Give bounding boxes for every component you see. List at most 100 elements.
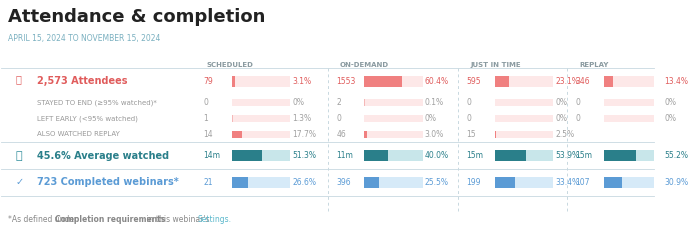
Bar xyxy=(364,115,423,122)
Bar xyxy=(364,131,367,138)
Bar xyxy=(232,177,290,188)
Text: 25.5%: 25.5% xyxy=(425,178,449,187)
Text: 0: 0 xyxy=(466,98,471,107)
Bar xyxy=(232,76,290,87)
Text: Completion requirements: Completion requirements xyxy=(55,215,165,224)
Bar xyxy=(603,76,663,87)
Text: STAYED TO END (≥95% watched)*: STAYED TO END (≥95% watched)* xyxy=(37,99,157,106)
Bar xyxy=(603,177,622,188)
Text: 0%: 0% xyxy=(665,98,676,107)
Text: 346: 346 xyxy=(576,77,590,86)
Bar xyxy=(364,99,365,106)
Text: 51.3%: 51.3% xyxy=(292,151,316,160)
Text: 2.5%: 2.5% xyxy=(555,130,574,139)
Text: 40.0%: 40.0% xyxy=(425,151,449,160)
Bar xyxy=(232,99,290,106)
Text: ⏱: ⏱ xyxy=(16,151,23,161)
Text: 46: 46 xyxy=(336,130,346,139)
Text: JUST IN TIME: JUST IN TIME xyxy=(470,62,521,68)
Text: 107: 107 xyxy=(576,178,590,187)
Bar xyxy=(364,177,423,188)
Bar xyxy=(495,131,553,138)
Bar xyxy=(232,115,233,122)
Bar xyxy=(603,76,612,87)
Text: 26.6%: 26.6% xyxy=(292,178,316,187)
Text: 0%: 0% xyxy=(555,98,568,107)
Bar xyxy=(364,99,423,106)
Bar xyxy=(495,131,497,138)
Bar xyxy=(232,150,262,161)
Bar xyxy=(495,99,553,106)
Bar xyxy=(603,150,663,161)
Text: 15m: 15m xyxy=(576,151,592,160)
Text: 595: 595 xyxy=(466,77,482,86)
Bar xyxy=(364,150,388,161)
Text: 15: 15 xyxy=(466,130,476,139)
Bar xyxy=(495,177,515,188)
Text: REPLAY: REPLAY xyxy=(579,62,608,68)
Text: 1553: 1553 xyxy=(336,77,356,86)
Text: 396: 396 xyxy=(336,178,351,187)
Text: 79: 79 xyxy=(204,77,213,86)
Text: 0%: 0% xyxy=(292,98,304,107)
Text: 1: 1 xyxy=(204,114,208,123)
Bar xyxy=(232,150,290,161)
Text: 13.4%: 13.4% xyxy=(665,77,688,86)
Text: 21: 21 xyxy=(204,178,213,187)
Text: 199: 199 xyxy=(466,178,481,187)
Bar xyxy=(364,150,423,161)
Text: 23.1%: 23.1% xyxy=(555,77,579,86)
Text: ON-DEMAND: ON-DEMAND xyxy=(339,62,389,68)
Text: 3.1%: 3.1% xyxy=(292,77,312,86)
Bar xyxy=(495,76,553,87)
Bar xyxy=(232,131,290,138)
Text: 14m: 14m xyxy=(204,151,221,160)
Bar xyxy=(495,76,509,87)
Bar xyxy=(603,150,636,161)
Text: 2,573 Attendees: 2,573 Attendees xyxy=(37,76,128,86)
Bar xyxy=(232,131,242,138)
Text: 17.7%: 17.7% xyxy=(292,130,316,139)
Bar xyxy=(603,115,663,122)
Text: Attendance & completion: Attendance & completion xyxy=(8,8,266,26)
Bar xyxy=(364,131,423,138)
Bar xyxy=(495,115,553,122)
Bar xyxy=(232,76,235,87)
Text: 0: 0 xyxy=(336,114,341,123)
Text: 60.4%: 60.4% xyxy=(425,77,449,86)
Text: 723 Completed webinars*: 723 Completed webinars* xyxy=(37,177,179,187)
Text: 14: 14 xyxy=(204,130,213,139)
Text: 30.9%: 30.9% xyxy=(665,178,688,187)
Text: 55.2%: 55.2% xyxy=(665,151,688,160)
Text: 1.3%: 1.3% xyxy=(292,114,312,123)
Text: LEFT EARLY (<95% watched): LEFT EARLY (<95% watched) xyxy=(37,115,138,122)
Text: 0: 0 xyxy=(576,98,581,107)
Text: 2: 2 xyxy=(336,98,341,107)
Bar xyxy=(364,177,380,188)
Text: 53.9%: 53.9% xyxy=(555,151,579,160)
Text: ✓: ✓ xyxy=(16,177,24,187)
Text: 0: 0 xyxy=(576,114,581,123)
Text: 11m: 11m xyxy=(336,151,353,160)
Text: 0%: 0% xyxy=(665,114,676,123)
Bar xyxy=(603,177,663,188)
Text: in this webinar's: in this webinar's xyxy=(144,215,211,224)
Text: 0%: 0% xyxy=(425,114,437,123)
Text: 45.6% Average watched: 45.6% Average watched xyxy=(37,151,169,161)
Text: Settings.: Settings. xyxy=(197,215,231,224)
Text: ALSO WATCHED REPLAY: ALSO WATCHED REPLAY xyxy=(37,131,120,137)
Bar xyxy=(232,177,248,188)
Text: 0: 0 xyxy=(204,98,208,107)
Text: 0: 0 xyxy=(466,114,471,123)
Text: APRIL 15, 2024 TO NOVEMBER 15, 2024: APRIL 15, 2024 TO NOVEMBER 15, 2024 xyxy=(8,34,160,43)
Text: 15m: 15m xyxy=(466,151,484,160)
Text: SCHEDULED: SCHEDULED xyxy=(207,62,254,68)
Bar xyxy=(232,115,290,122)
Text: 0%: 0% xyxy=(555,114,568,123)
Text: 3.0%: 3.0% xyxy=(425,130,444,139)
Bar xyxy=(495,150,553,161)
Text: 👥: 👥 xyxy=(16,74,21,84)
Text: *As defined under: *As defined under xyxy=(8,215,80,224)
Bar xyxy=(495,177,553,188)
Text: 33.4%: 33.4% xyxy=(555,178,579,187)
